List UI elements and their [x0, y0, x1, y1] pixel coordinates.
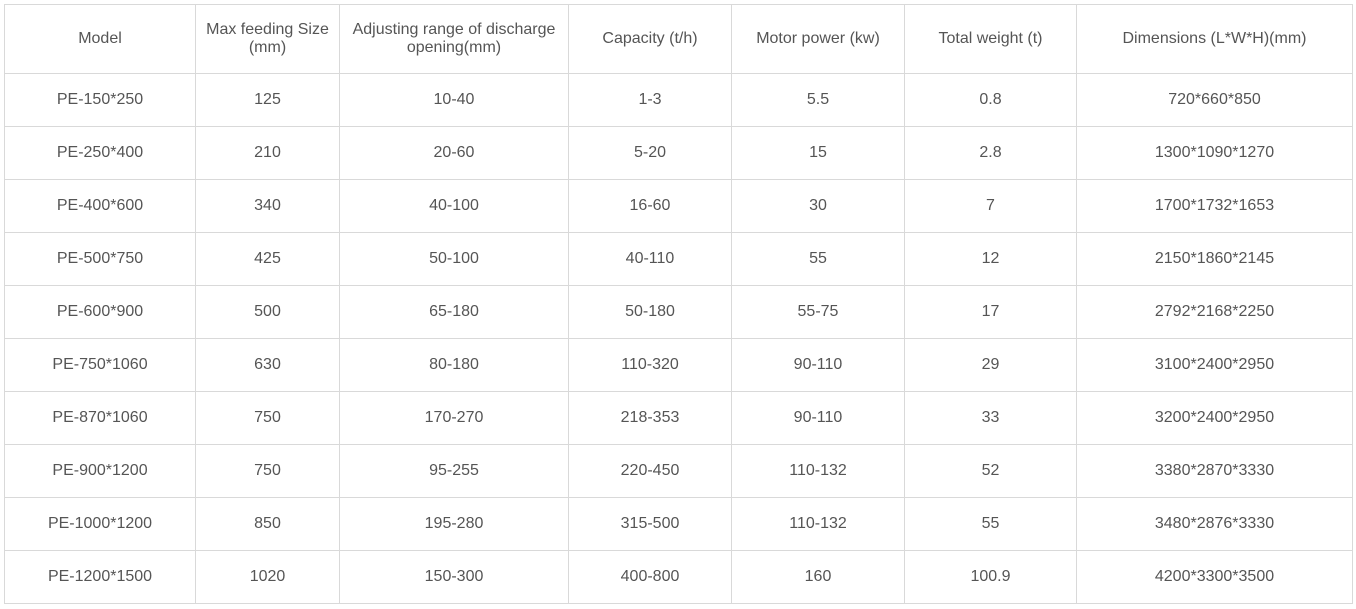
table-row: PE-150*250 125 10-40 1-3 5.5 0.8 720*660*850 — [4, 73, 1353, 127]
table-body: PE-150*250 125 10-40 1-3 5.5 0.8 720*660*850 PE… — [4, 73, 1353, 604]
cell-discharge-opening-range: 80-180 — [339, 338, 569, 392]
cell-motor-power: 110-132 — [731, 444, 905, 498]
cell-dimensions: 4200*3300*3500 — [1076, 550, 1353, 604]
cell-model: PE-1200*1500 — [4, 550, 196, 604]
cell-capacity: 5-20 — [568, 126, 732, 180]
cell-capacity: 220-450 — [568, 444, 732, 498]
cell-dimensions: 3200*2400*2950 — [1076, 391, 1353, 445]
cell-motor-power: 55 — [731, 232, 905, 286]
cell-max-feeding-size: 630 — [195, 338, 340, 392]
cell-motor-power: 160 — [731, 550, 905, 604]
cell-model: PE-750*1060 — [4, 338, 196, 392]
cell-model: PE-870*1060 — [4, 391, 196, 445]
cell-capacity: 16-60 — [568, 179, 732, 233]
table-row: PE-400*600 340 40-100 16-60 30 7 1700*1732*165… — [4, 179, 1353, 233]
cell-total-weight: 100.9 — [904, 550, 1077, 604]
table-row: PE-750*1060 630 80-180 110-320 90-110 29 3100*… — [4, 338, 1353, 392]
cell-capacity: 1-3 — [568, 73, 732, 127]
cell-max-feeding-size: 500 — [195, 285, 340, 339]
table-row: PE-1200*1500 1020 150-300 400-800 160 100.9 42… — [4, 550, 1353, 604]
cell-discharge-opening-range: 40-100 — [339, 179, 569, 233]
cell-capacity: 218-353 — [568, 391, 732, 445]
cell-max-feeding-size: 425 — [195, 232, 340, 286]
cell-discharge-opening-range: 50-100 — [339, 232, 569, 286]
cell-motor-power: 5.5 — [731, 73, 905, 127]
cell-motor-power: 90-110 — [731, 338, 905, 392]
column-header-capacity: Capacity (t/h) — [568, 4, 732, 74]
cell-total-weight: 2.8 — [904, 126, 1077, 180]
cell-total-weight: 7 — [904, 179, 1077, 233]
cell-max-feeding-size: 340 — [195, 179, 340, 233]
cell-dimensions: 1300*1090*1270 — [1076, 126, 1353, 180]
cell-max-feeding-size: 850 — [195, 497, 340, 551]
cell-dimensions: 1700*1732*1653 — [1076, 179, 1353, 233]
column-header-dimensions: Dimensions (L*W*H)(mm) — [1076, 4, 1353, 74]
cell-total-weight: 33 — [904, 391, 1077, 445]
cell-discharge-opening-range: 170-270 — [339, 391, 569, 445]
cell-max-feeding-size: 1020 — [195, 550, 340, 604]
cell-capacity: 50-180 — [568, 285, 732, 339]
cell-motor-power: 110-132 — [731, 497, 905, 551]
table-row: PE-900*1200 750 95-255 220-450 110-132 52 3380… — [4, 444, 1353, 498]
cell-model: PE-150*250 — [4, 73, 196, 127]
cell-discharge-opening-range: 20-60 — [339, 126, 569, 180]
cell-dimensions: 3100*2400*2950 — [1076, 338, 1353, 392]
cell-max-feeding-size: 750 — [195, 391, 340, 445]
cell-max-feeding-size: 750 — [195, 444, 340, 498]
cell-total-weight: 17 — [904, 285, 1077, 339]
column-header-max-feeding-size: Max feeding Size (mm) — [195, 4, 340, 74]
cell-motor-power: 55-75 — [731, 285, 905, 339]
cell-dimensions: 3380*2870*3330 — [1076, 444, 1353, 498]
cell-max-feeding-size: 210 — [195, 126, 340, 180]
cell-discharge-opening-range: 195-280 — [339, 497, 569, 551]
cell-motor-power: 15 — [731, 126, 905, 180]
table-row: PE-1000*1200 850 195-280 315-500 110-132 55 34… — [4, 497, 1353, 551]
spec-table: Model Max feeding Size (mm) Adjusting rang… — [4, 4, 1353, 604]
cell-model: PE-900*1200 — [4, 444, 196, 498]
cell-model: PE-500*750 — [4, 232, 196, 286]
cell-total-weight: 52 — [904, 444, 1077, 498]
column-header-model: Model — [4, 4, 196, 74]
cell-model: PE-1000*1200 — [4, 497, 196, 551]
table-header: Model Max feeding Size (mm) Adjusting rang… — [4, 4, 1353, 74]
cell-discharge-opening-range: 150-300 — [339, 550, 569, 604]
cell-capacity: 110-320 — [568, 338, 732, 392]
cell-motor-power: 90-110 — [731, 391, 905, 445]
cell-total-weight: 0.8 — [904, 73, 1077, 127]
cell-max-feeding-size: 125 — [195, 73, 340, 127]
cell-motor-power: 30 — [731, 179, 905, 233]
table-row: PE-600*900 500 65-180 50-180 55-75 17 2792*216… — [4, 285, 1353, 339]
cell-model: PE-250*400 — [4, 126, 196, 180]
cell-capacity: 315-500 — [568, 497, 732, 551]
cell-total-weight: 55 — [904, 497, 1077, 551]
column-header-motor-power: Motor power (kw) — [731, 4, 905, 74]
cell-capacity: 400-800 — [568, 550, 732, 604]
cell-dimensions: 720*660*850 — [1076, 73, 1353, 127]
cell-dimensions: 2792*2168*2250 — [1076, 285, 1353, 339]
cell-discharge-opening-range: 10-40 — [339, 73, 569, 127]
cell-dimensions: 2150*1860*2145 — [1076, 232, 1353, 286]
cell-total-weight: 29 — [904, 338, 1077, 392]
table-row: PE-870*1060 750 170-270 218-353 90-110 33 3200… — [4, 391, 1353, 445]
cell-total-weight: 12 — [904, 232, 1077, 286]
column-header-discharge-opening-range: Adjusting range of discharge opening(mm) — [339, 4, 569, 74]
table-row: PE-250*400 210 20-60 5-20 15 2.8 1300*1090*127… — [4, 126, 1353, 180]
column-header-total-weight: Total weight (t) — [904, 4, 1077, 74]
cell-model: PE-400*600 — [4, 179, 196, 233]
cell-discharge-opening-range: 65-180 — [339, 285, 569, 339]
header-row: Model Max feeding Size (mm) Adjusting rang… — [4, 4, 1353, 74]
cell-model: PE-600*900 — [4, 285, 196, 339]
table-row: PE-500*750 425 50-100 40-110 55 12 2150*1860*2… — [4, 232, 1353, 286]
cell-dimensions: 3480*2876*3330 — [1076, 497, 1353, 551]
cell-capacity: 40-110 — [568, 232, 732, 286]
cell-discharge-opening-range: 95-255 — [339, 444, 569, 498]
